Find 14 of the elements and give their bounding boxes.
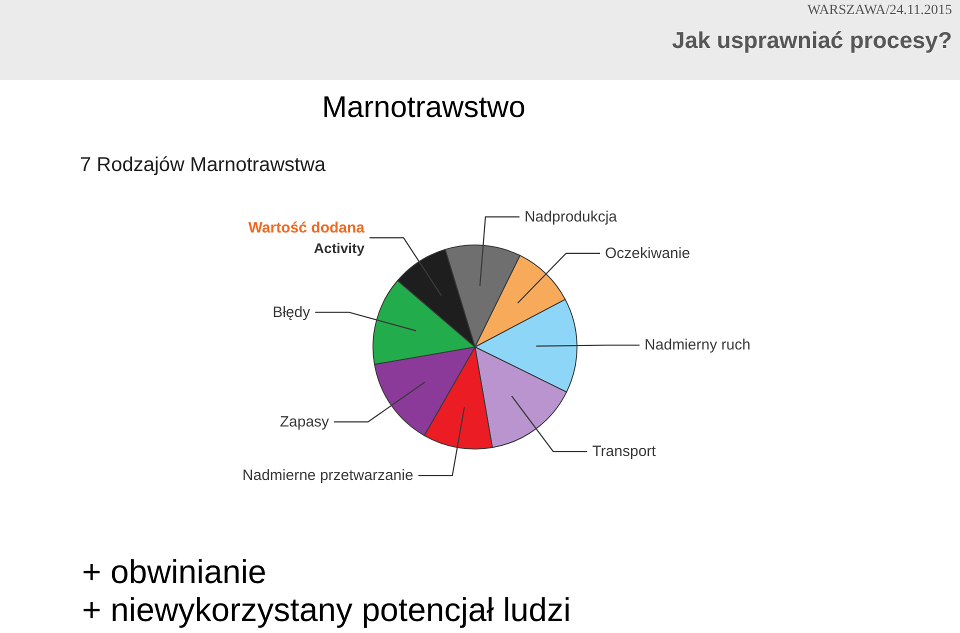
chart-title: Marnotrawstwo — [322, 91, 526, 125]
slice-label: Nadprodukcja — [524, 208, 618, 226]
slice-label: Wartość dodana Activity — [248, 219, 366, 256]
chart-subtitle: 7 Rodzajów Marnotrawstwa — [80, 154, 326, 177]
slice-label: Błędy — [272, 304, 311, 321]
text: + niewykorzystany potencjał ludzi — [82, 591, 571, 629]
text: Jak usprawniać procesy? — [672, 27, 952, 54]
slice-label: Oczekiwanie — [605, 244, 690, 262]
slice-label: Nadmierny ruch — [644, 336, 750, 354]
slice-label: Zapasy — [280, 413, 330, 430]
slice-label: Transport — [592, 443, 657, 460]
text: WARSZAWA/24.11.2015 — [807, 3, 952, 19]
text: + obwinianie — [82, 553, 266, 591]
slice-label: Nadmierne przetwarzanie — [242, 467, 414, 484]
